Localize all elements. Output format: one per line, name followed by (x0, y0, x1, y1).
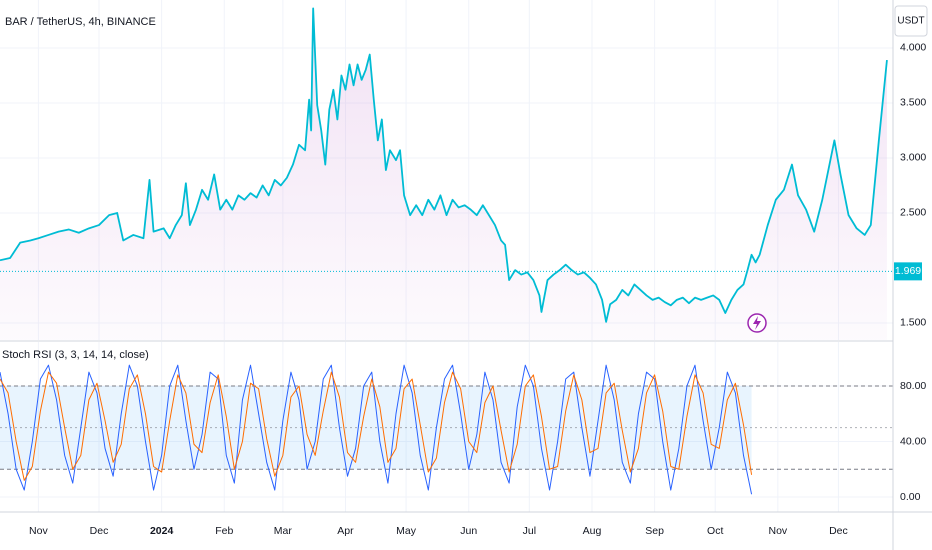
x-tick-label: 2024 (150, 525, 174, 537)
x-tick-label: Nov (768, 525, 787, 537)
x-tick-label: Dec (90, 525, 109, 537)
y-tick-label: 4.000 (900, 42, 926, 54)
y-tick-label: 40.00 (900, 435, 926, 447)
y-tick-label: 2.500 (900, 207, 926, 219)
x-tick-label: Dec (829, 525, 848, 537)
y-tick-label: 3.500 (900, 97, 926, 109)
y-tick-label: 0.00 (900, 491, 921, 503)
series-line (0, 371, 753, 481)
x-tick-label: Oct (707, 525, 723, 537)
last-price-tag (894, 262, 922, 281)
last-price-label: 1.969 (895, 265, 921, 277)
event-icon[interactable] (747, 313, 767, 333)
y-tick-label: 3.000 (900, 152, 926, 164)
currency-button[interactable] (894, 5, 928, 37)
x-tick-label: Feb (215, 525, 233, 537)
x-tick-label: Jul (523, 525, 536, 537)
x-tick-label: Nov (29, 525, 48, 537)
x-tick-label: Sep (645, 525, 664, 537)
x-tick-label: Aug (583, 525, 602, 537)
area-fill (0, 8, 887, 341)
x-tick-label: Apr (337, 525, 354, 537)
indicator-title: Stoch RSI (3, 3, 14, 14, close) (2, 349, 149, 361)
currency-label[interactable]: USDT (897, 16, 924, 27)
y-tick-label: 80.00 (900, 380, 926, 392)
y-tick-label: 1.500 (900, 317, 926, 329)
series-line (0, 7, 888, 323)
x-tick-label: Jun (460, 525, 477, 537)
x-tick-label: Mar (274, 525, 293, 537)
event-bolt[interactable] (753, 316, 761, 330)
x-tick-label: May (396, 525, 417, 537)
symbol-title: BAR / TetherUS, 4h, BINANCE (5, 16, 156, 28)
series-line (0, 364, 753, 495)
